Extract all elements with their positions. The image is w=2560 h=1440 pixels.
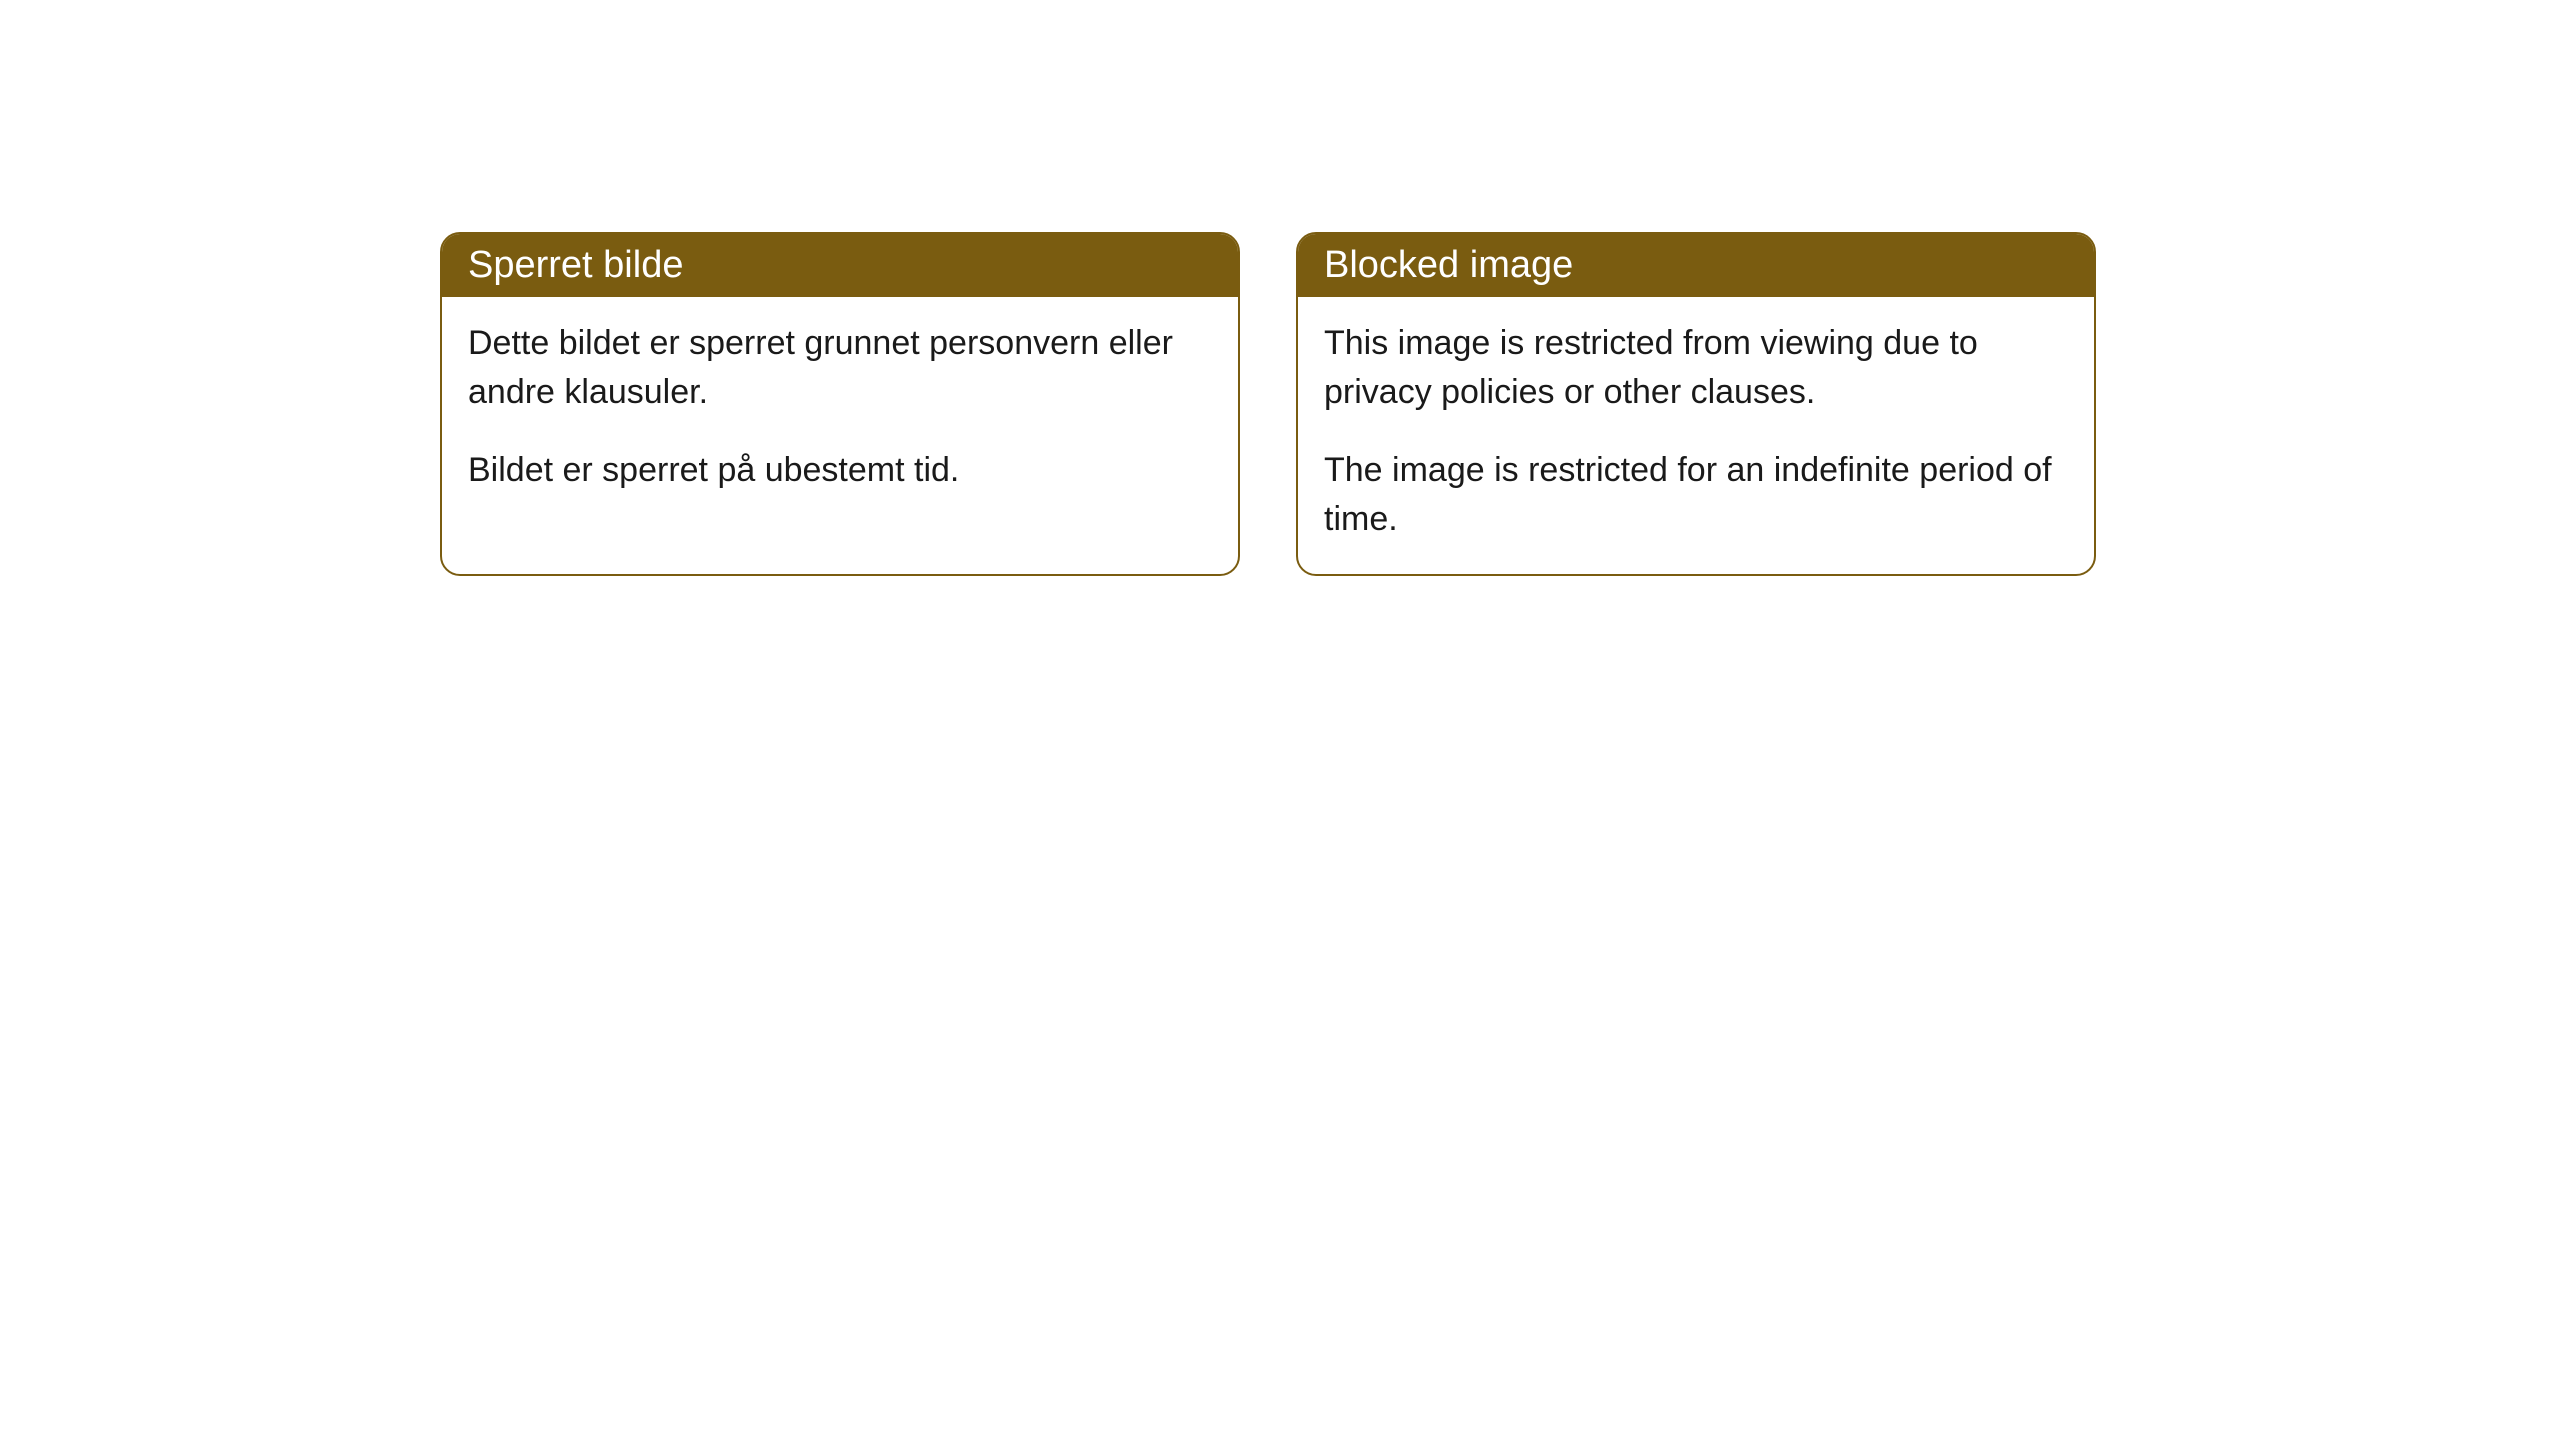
card-title: Sperret bilde <box>468 244 683 286</box>
card-paragraph-2: The image is restricted for an indefinit… <box>1324 446 2068 545</box>
card-header: Sperret bilde <box>442 234 1238 297</box>
card-title: Blocked image <box>1324 244 1573 286</box>
card-body: This image is restricted from viewing du… <box>1298 297 2094 574</box>
card-header: Blocked image <box>1298 234 2094 297</box>
notice-container: Sperret bilde Dette bildet er sperret gr… <box>440 232 2096 576</box>
card-paragraph-1: Dette bildet er sperret grunnet personve… <box>468 319 1212 418</box>
blocked-image-card-english: Blocked image This image is restricted f… <box>1296 232 2096 576</box>
card-paragraph-2: Bildet er sperret på ubestemt tid. <box>468 446 1212 495</box>
card-paragraph-1: This image is restricted from viewing du… <box>1324 319 2068 418</box>
card-body: Dette bildet er sperret grunnet personve… <box>442 297 1238 525</box>
blocked-image-card-norwegian: Sperret bilde Dette bildet er sperret gr… <box>440 232 1240 576</box>
